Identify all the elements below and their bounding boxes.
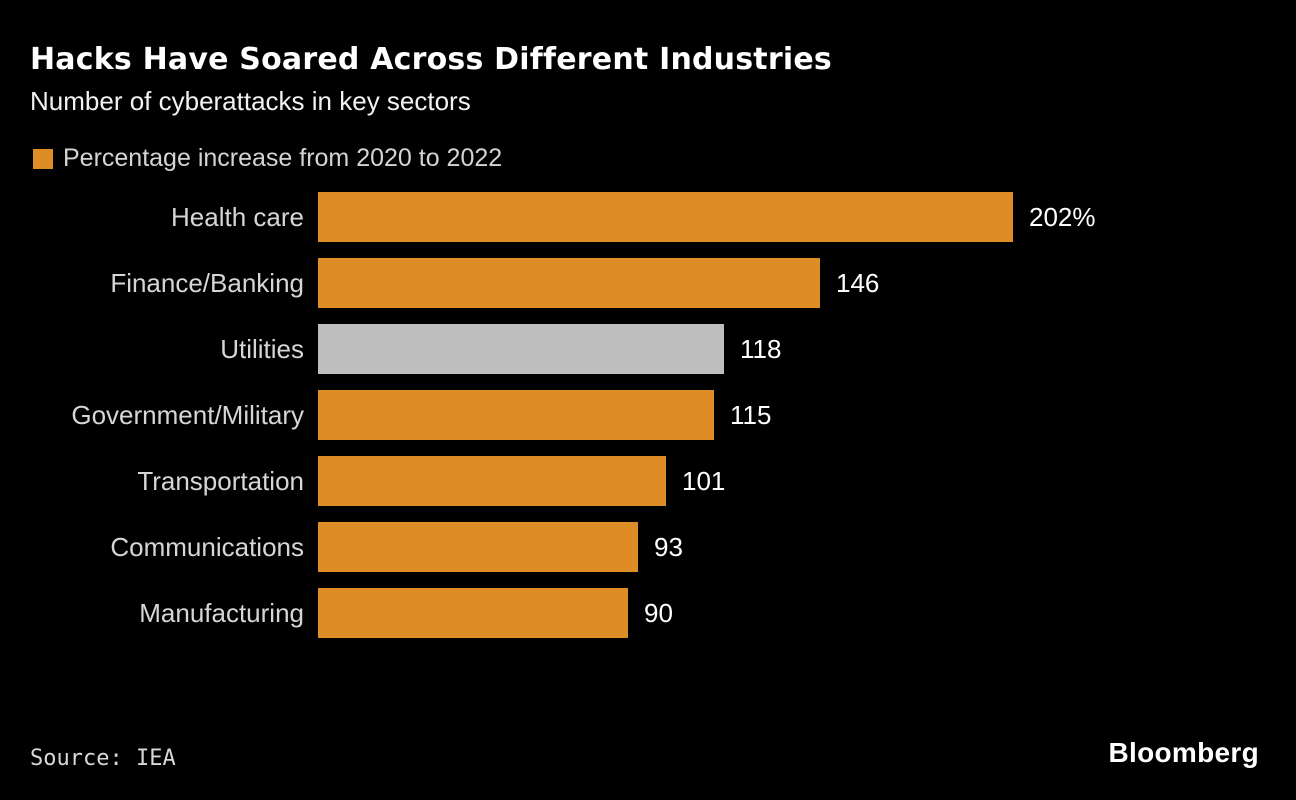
bar [318, 192, 1013, 242]
category-label: Health care [171, 201, 304, 232]
category-label: Transportation [137, 465, 304, 496]
bar [318, 522, 638, 572]
bar-chart: Health care 202% Finance/Banking 146 Utiliti… [0, 192, 1296, 638]
category-label: Utilities [220, 333, 304, 364]
bar [318, 258, 820, 308]
chart-subtitle: Number of cyberattacks in key sectors [30, 86, 471, 116]
legend-label: Percentage increase from 2020 to 2022 [63, 144, 503, 172]
bar [318, 588, 628, 638]
bar-row: Manufacturing 90 [0, 588, 1296, 638]
bar-row: Government/Military 115 [0, 390, 1296, 440]
legend-swatch-icon [33, 148, 53, 169]
value-label: 202% [1029, 201, 1096, 232]
bar-row: Health care 202% [0, 192, 1296, 242]
category-label: Finance/Banking [110, 267, 304, 298]
chart-title: Hacks Have Soared Across Different Indus… [30, 42, 832, 77]
value-label: 118 [740, 333, 782, 364]
bar [318, 324, 724, 374]
value-label: 93 [654, 531, 683, 562]
bar [318, 456, 666, 506]
category-label: Government/Military [71, 399, 304, 430]
category-label: Communications [110, 531, 304, 562]
value-label: 90 [644, 597, 673, 628]
value-label: 101 [682, 465, 726, 496]
bar-row: Finance/Banking 146 [0, 258, 1296, 308]
value-label: 115 [730, 399, 772, 430]
bar-row: Utilities 118 [0, 324, 1296, 374]
bloomberg-logo: Bloomberg [1108, 737, 1259, 768]
source-note: Source: IEA [30, 746, 176, 771]
value-label: 146 [836, 267, 880, 298]
bar [318, 390, 714, 440]
bar-row: Communications 93 [0, 522, 1296, 572]
category-label: Manufacturing [139, 597, 304, 628]
legend: Percentage increase from 2020 to 2022 [33, 144, 502, 173]
bar-row: Transportation 101 [0, 456, 1296, 506]
